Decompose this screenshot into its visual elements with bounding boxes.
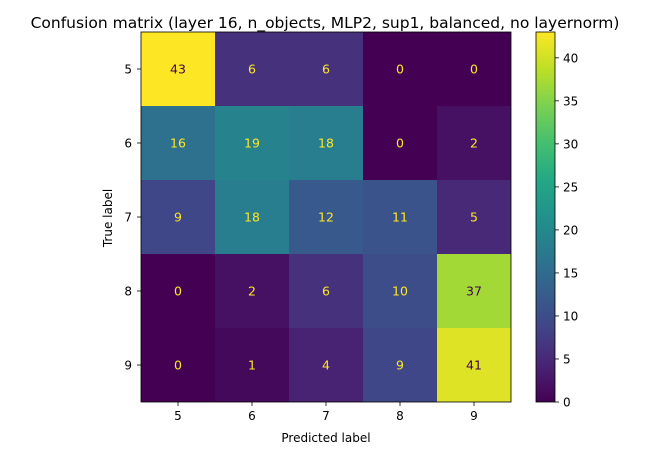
cell-value-label: 9 <box>396 358 404 373</box>
colorbar-tick-label: 30 <box>563 137 578 151</box>
heatmap-cell <box>141 254 215 328</box>
cell-value-label: 1 <box>248 358 256 373</box>
cell-value-label: 4 <box>322 358 330 373</box>
colorbar-tick-label: 15 <box>563 266 578 280</box>
cell-value-label: 12 <box>318 210 334 225</box>
heatmap-cell <box>363 254 437 328</box>
x-tick-label: 7 <box>322 409 330 423</box>
y-tick-label: 5 <box>124 63 132 77</box>
cell-value-label: 0 <box>470 62 478 77</box>
cell-value-label: 9 <box>174 210 182 225</box>
heatmap-cell <box>215 328 289 402</box>
colorbar-gradient <box>535 31 556 403</box>
colorbar-tick-label: 0 <box>563 396 571 410</box>
cell-value-label: 6 <box>248 62 256 77</box>
heatmap-cell <box>289 180 363 254</box>
colorbar-tick-label: 35 <box>563 94 578 108</box>
x-tick-label: 5 <box>174 409 182 423</box>
cell-value-label: 6 <box>322 284 330 299</box>
heatmap-cell <box>215 254 289 328</box>
x-tick-label: 6 <box>248 409 256 423</box>
colorbar-tick-label: 20 <box>563 223 578 237</box>
heatmap-cell <box>437 106 511 180</box>
y-tick-label: 8 <box>124 285 132 299</box>
heatmap-cell <box>437 328 511 402</box>
cell-value-label: 0 <box>396 136 404 151</box>
cell-value-label: 2 <box>248 284 256 299</box>
y-tick-label: 9 <box>124 359 132 373</box>
heatmap-cell <box>437 180 511 254</box>
cell-value-label: 0 <box>396 62 404 77</box>
cell-value-label: 19 <box>244 136 260 151</box>
heatmap-cell <box>215 32 289 106</box>
y-tick-label: 6 <box>124 137 132 151</box>
cell-value-label: 41 <box>466 358 482 373</box>
cell-value-label: 18 <box>318 136 334 151</box>
cell-value-label: 6 <box>322 62 330 77</box>
cell-value-label: 43 <box>170 62 186 77</box>
heatmap-cell <box>363 106 437 180</box>
heatmap-cell <box>141 106 215 180</box>
heatmap-cell <box>215 180 289 254</box>
colorbar-tick-label: 5 <box>563 352 571 366</box>
cell-value-label: 16 <box>170 136 186 151</box>
heatmap-cells: 43 6 6 0 0 16 19 18 0 2 9 18 12 11 5 0 2 6 10 37 0 1 4 9 41 <box>140 31 512 403</box>
heatmap-cell <box>289 32 363 106</box>
axis-ticks: 5 6 7 8 9 5 6 7 8 9 <box>124 63 477 424</box>
heatmap-cell <box>215 106 289 180</box>
heatmap-cell <box>141 180 215 254</box>
cell-value-label: 0 <box>174 284 182 299</box>
cell-value-label: 37 <box>466 284 482 299</box>
colorbar-tick-label: 40 <box>563 51 578 65</box>
colorbar-tick-label: 25 <box>563 180 578 194</box>
y-axis-label: True label <box>101 189 115 248</box>
heatmap-cell <box>363 328 437 402</box>
heatmap-cell <box>289 328 363 402</box>
heatmap-cell <box>363 180 437 254</box>
colorbar: 0 5 10 15 20 25 30 35 40 <box>535 31 578 410</box>
heatmap-cell <box>437 32 511 106</box>
chart-title: Confusion matrix (layer 16, n_objects, M… <box>31 14 620 33</box>
colorbar-tick-label: 10 <box>563 309 578 323</box>
heatmap-cell <box>437 254 511 328</box>
x-axis-label: Predicted label <box>281 431 370 445</box>
heatmap-cell <box>141 328 215 402</box>
heatmap-cell <box>289 106 363 180</box>
cell-value-label: 10 <box>392 284 408 299</box>
x-tick-label: 8 <box>396 409 404 423</box>
y-tick-label: 7 <box>124 211 132 225</box>
cell-value-label: 11 <box>392 210 408 225</box>
cell-value-label: 18 <box>244 210 260 225</box>
cell-value-label: 0 <box>174 358 182 373</box>
heatmap-cell <box>141 32 215 106</box>
x-tick-label: 9 <box>470 409 478 423</box>
cell-value-label: 2 <box>470 136 478 151</box>
cell-value-label: 5 <box>470 210 478 225</box>
heatmap-cell <box>289 254 363 328</box>
heatmap-cell <box>363 32 437 106</box>
